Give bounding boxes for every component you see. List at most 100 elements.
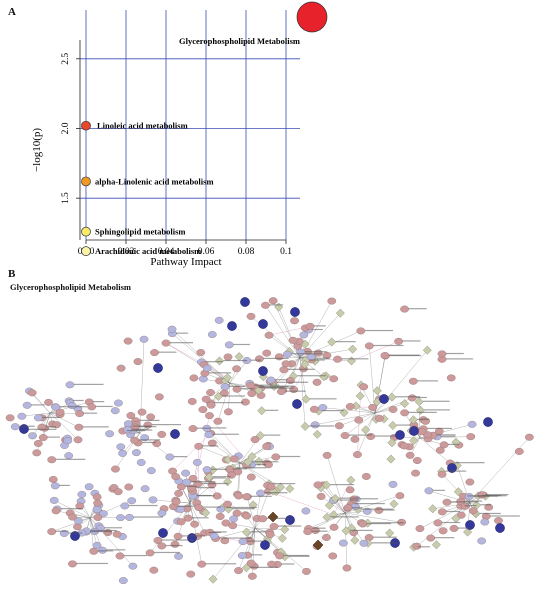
node-label-line [371,522,404,524]
reaction-node [223,477,233,487]
compound-node [466,433,476,441]
gene-node [174,552,183,560]
network-edge [265,305,301,359]
compound-node [449,524,459,532]
compound-node [394,337,403,345]
reaction-node [324,500,334,510]
node-label-line [312,527,326,529]
network-node-labels [19,304,520,568]
compound-node [329,523,339,531]
compound-node [55,408,65,416]
point-3 [81,226,91,237]
compound-node [279,366,289,374]
compound-node [111,465,120,473]
network-edge [333,480,352,515]
node-label-line [232,508,255,510]
reaction-node [372,386,382,396]
reaction-node [346,475,356,485]
node-label-line [19,425,35,427]
hit-node [70,531,80,541]
reaction-node [341,526,351,536]
node-label-line [196,427,211,429]
network-edge [416,502,471,547]
node-label-line [259,385,289,388]
compound-node [48,476,58,483]
compound-node [113,488,123,496]
compound-node [232,365,241,373]
gene-node [350,503,360,510]
node-label-line [258,386,283,388]
node-label-line [309,359,325,361]
reaction-node [415,405,425,415]
node-label-line [190,481,216,483]
gene-node [202,466,212,474]
node-label-line [205,361,223,363]
compound-node [112,530,122,538]
network-edge [171,329,231,384]
hit-node [409,426,419,436]
node-label-line [279,455,301,458]
network-edge [172,333,231,384]
gene-node [139,335,149,343]
compound-node [206,389,215,397]
node-label-line [283,554,309,557]
reaction-node [335,308,345,318]
compound-node [358,520,368,528]
gene-node [84,483,94,491]
gene-node [296,348,306,356]
reaction-node [312,429,322,439]
node-label-line [210,427,227,429]
compound-node [149,566,159,574]
node-label-line [213,531,227,533]
compound-node [361,472,371,480]
compound-node [246,312,256,320]
point-1 [81,120,91,131]
node-label-line [176,332,189,334]
node-label-line [205,563,237,565]
compound-node [196,349,206,356]
hit-node [395,430,405,440]
compound-node [437,350,447,358]
compound-node [74,423,84,431]
compound-node [439,441,449,449]
compound-node [345,486,355,494]
compound-node [268,297,278,305]
node-label-line [90,530,112,533]
compound-node [281,360,291,368]
gene-node [167,325,177,333]
gene-node [256,489,265,497]
compound-node [354,416,364,424]
node-label-line [417,380,438,382]
gene-node [136,459,146,466]
compound-node [437,470,447,478]
compound-node [246,382,256,390]
compound-node [267,560,276,568]
node-label-line [104,527,123,529]
reaction-node [361,425,371,435]
compound-node [312,378,322,386]
compound-node [126,412,136,420]
node-label-line [448,443,459,446]
compound-node [38,434,48,442]
node-label-line [264,492,288,494]
gene-node [98,546,107,554]
node-label-line [142,441,157,444]
reaction-node [388,420,398,430]
network-edge [21,412,51,417]
y-tick-label-1: 2.0 [61,122,71,134]
gene-node [283,350,292,358]
compound-node [137,408,147,416]
node-label-line [251,554,263,556]
compound-node [161,339,171,347]
compound-node [359,383,369,391]
compound-node [345,403,355,411]
point-0 [296,1,328,33]
node-label-line [395,396,421,398]
node-label-line [250,531,266,533]
y-tick-label-0: 1.5 [61,192,71,204]
node-label-line [212,477,226,479]
node-label-line [396,424,411,426]
x-tick-label-5: 0.1 [280,247,292,257]
node-label-line [479,512,501,515]
compound-node [364,342,374,350]
